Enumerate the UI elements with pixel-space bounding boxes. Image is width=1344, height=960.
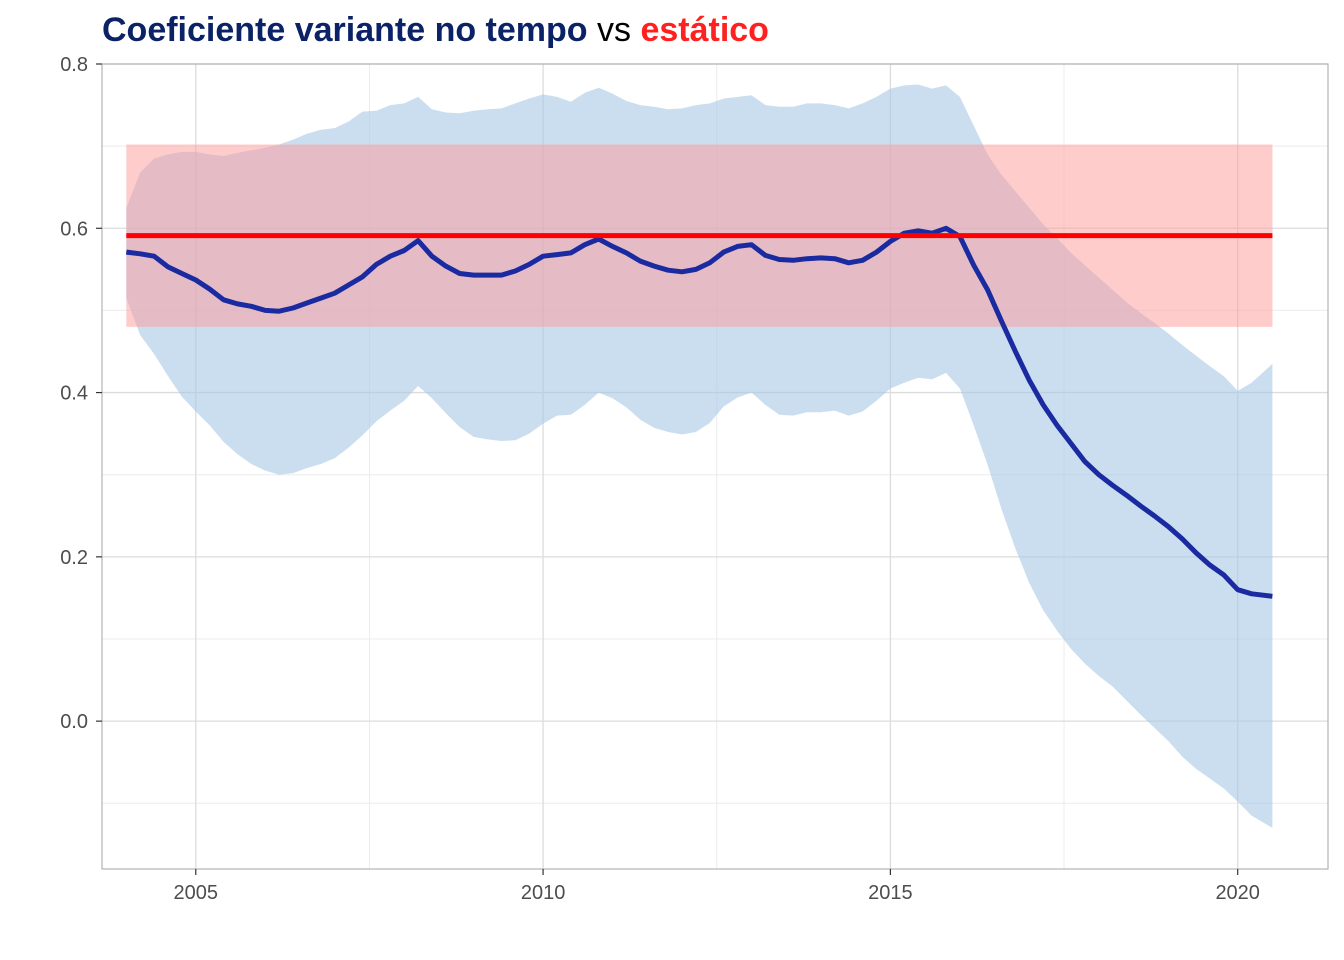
x-tick-label: 2015 (868, 882, 913, 904)
axis-ticks: 2005 2010 2015 2020 0.0 0.2 0.4 0.6 0.8 (60, 54, 1260, 904)
title-static: estático (640, 11, 769, 49)
y-tick-label: 0.4 (60, 383, 88, 405)
plot-panel-border (101, 63, 1329, 870)
title-vs: vs (587, 11, 641, 49)
chart-title: Coeficiente variante no tempo vs estátic… (102, 8, 769, 52)
y-tick-label: 0.6 (60, 218, 88, 240)
y-tick-label: 0.0 (60, 711, 88, 733)
x-tick-label: 2010 (521, 882, 566, 904)
time-varying-coefficient-line (125, 225, 1273, 599)
coefficient-lines (125, 225, 1273, 599)
y-tick-label: 0.2 (60, 547, 88, 569)
y-tick-label: 0.8 (60, 54, 88, 76)
confidence-bands (126, 84, 1273, 828)
title-time-varying: Coeficiente variante no tempo (102, 11, 588, 49)
x-tick-label: 2020 (1215, 882, 1260, 904)
x-tick-label: 2005 (174, 882, 219, 904)
